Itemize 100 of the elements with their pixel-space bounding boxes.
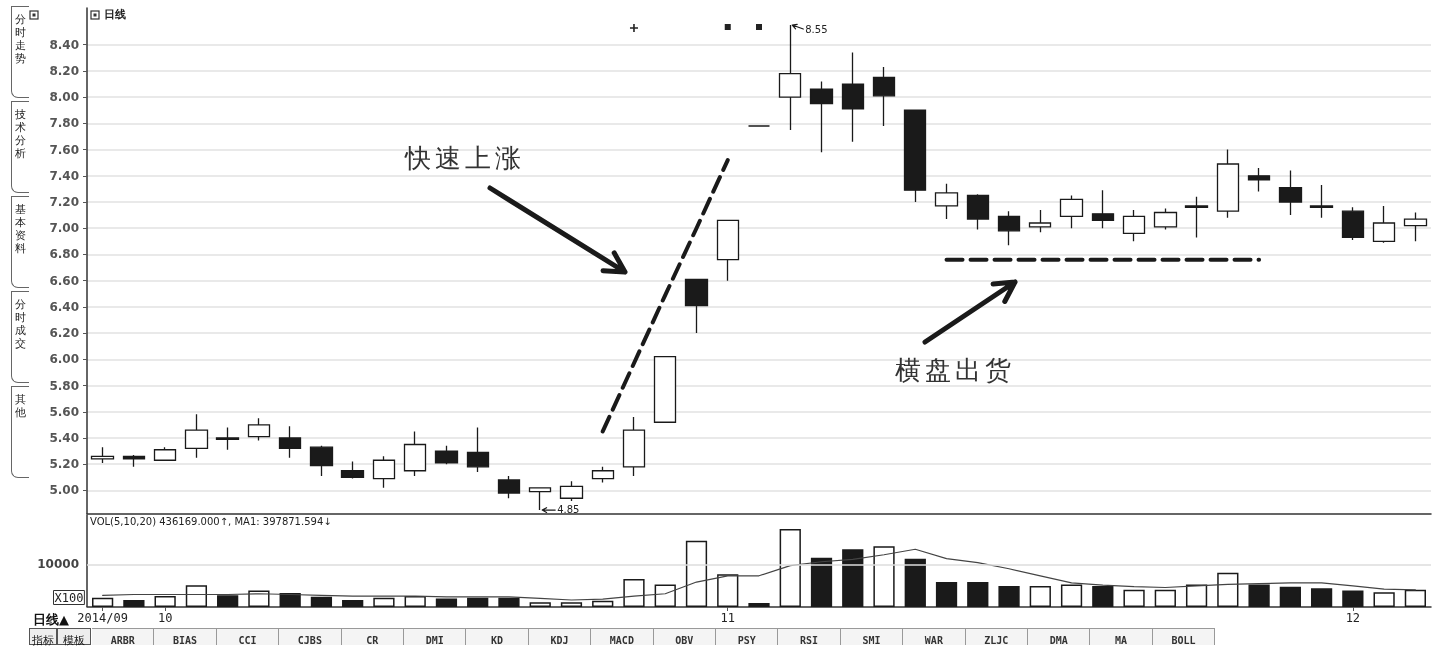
bar [810, 557, 833, 607]
x-tick-label: 2014/09 [77, 611, 128, 625]
bar [685, 540, 708, 607]
tab: BIAS [154, 628, 217, 645]
candlestick [1216, 148, 1240, 219]
candlestick [559, 480, 584, 502]
tab: 分时走势 [11, 6, 29, 98]
tab: BOLL [1152, 628, 1216, 645]
bar [217, 595, 239, 607]
y-tick-label: 6.40 [49, 299, 79, 314]
x-axis-title: 日线▲ [33, 612, 69, 627]
bar [873, 546, 895, 607]
bar [1310, 588, 1333, 607]
candlestick [903, 109, 927, 203]
candlestick [591, 466, 615, 484]
tab: 其他 [11, 386, 29, 478]
y-tick-label: 8.00 [49, 90, 79, 105]
bar [435, 598, 458, 607]
candlestick [684, 278, 709, 334]
bar [717, 574, 739, 607]
tab: DMA [1028, 628, 1091, 645]
bar [560, 602, 583, 607]
y-tick-label: 8.20 [49, 63, 79, 78]
candlestick [90, 446, 115, 464]
y-tick-label: 5.40 [49, 430, 79, 445]
y-axis-title: X100 [54, 590, 84, 605]
candlestick [372, 455, 396, 489]
candlestick [966, 193, 990, 231]
bar [904, 558, 926, 607]
tab: 技术分析 [11, 101, 29, 193]
y-tick-label: 6.60 [49, 273, 79, 288]
candlestick [153, 446, 177, 461]
tab: CR [341, 628, 404, 645]
y-tick-label: 6.80 [49, 247, 79, 262]
bar [654, 584, 676, 607]
x-tick-label: 12 [1345, 611, 1361, 625]
bar [498, 597, 520, 607]
candlestick [497, 475, 521, 499]
annotation: 横盘出货 [895, 355, 1015, 385]
candlestick [1341, 206, 1365, 241]
bar [779, 529, 801, 607]
annotation: 快速上涨 [404, 143, 525, 173]
bar [842, 549, 864, 607]
candlestick [1278, 169, 1303, 216]
bar [310, 596, 333, 607]
tab: 分时成交 [11, 291, 29, 383]
candlestick [1091, 189, 1115, 229]
tab: CCI [216, 628, 280, 645]
candlestick [309, 445, 334, 477]
tab: CJBS [279, 628, 342, 645]
candlestick [434, 445, 459, 465]
tab: 基本资料 [11, 196, 29, 288]
candlestick [622, 416, 646, 477]
y-tick-label: 7.60 [49, 142, 79, 157]
candlestick [1153, 207, 1178, 231]
bar [123, 599, 145, 607]
candlestick [466, 426, 490, 473]
candlestick [997, 210, 1021, 246]
candlestick [1184, 196, 1209, 239]
bar [1029, 585, 1051, 607]
tab: OBV [653, 628, 716, 645]
tab: KD [466, 628, 529, 645]
tab: MACD [591, 628, 654, 645]
button: 模板 [57, 628, 91, 645]
candlestick [1247, 167, 1271, 193]
candlestick [1122, 209, 1146, 242]
candlestick [1028, 209, 1052, 233]
y-tick-label: 5.00 [49, 483, 79, 498]
bar [967, 582, 989, 607]
candlestick [1372, 205, 1396, 244]
bar [1123, 589, 1145, 607]
y-tick-label: 7.80 [49, 116, 79, 131]
bar [154, 596, 176, 607]
chart-title: VOL(5,10,20) 436169.000↑, MA1: 397871.594↓ [90, 515, 332, 527]
bar [935, 582, 958, 607]
candlestick [215, 426, 240, 451]
bar [1154, 589, 1176, 607]
bar [1279, 586, 1301, 607]
candlestick [122, 454, 146, 468]
x-tick-label: 11 [720, 611, 735, 625]
tab: KDJ [528, 628, 592, 645]
candlestick [1309, 184, 1334, 219]
tab: MA [1090, 628, 1153, 645]
bar [1404, 589, 1426, 607]
bar [1185, 584, 1208, 607]
tab: RSI [778, 628, 841, 645]
line-series [600, 158, 730, 434]
bar [998, 585, 1020, 607]
bar [1060, 584, 1083, 607]
candlestick [1403, 211, 1428, 242]
x-tick-label: 10 [157, 611, 173, 625]
y-tick-label: 7.20 [49, 195, 79, 210]
bar [185, 585, 208, 607]
candlestick [403, 430, 427, 477]
bar [279, 592, 301, 607]
tab: SMI [840, 628, 904, 645]
candlestick [934, 183, 959, 220]
bar [373, 597, 395, 607]
bar [529, 602, 551, 607]
chart-title: 日线 [104, 8, 126, 21]
